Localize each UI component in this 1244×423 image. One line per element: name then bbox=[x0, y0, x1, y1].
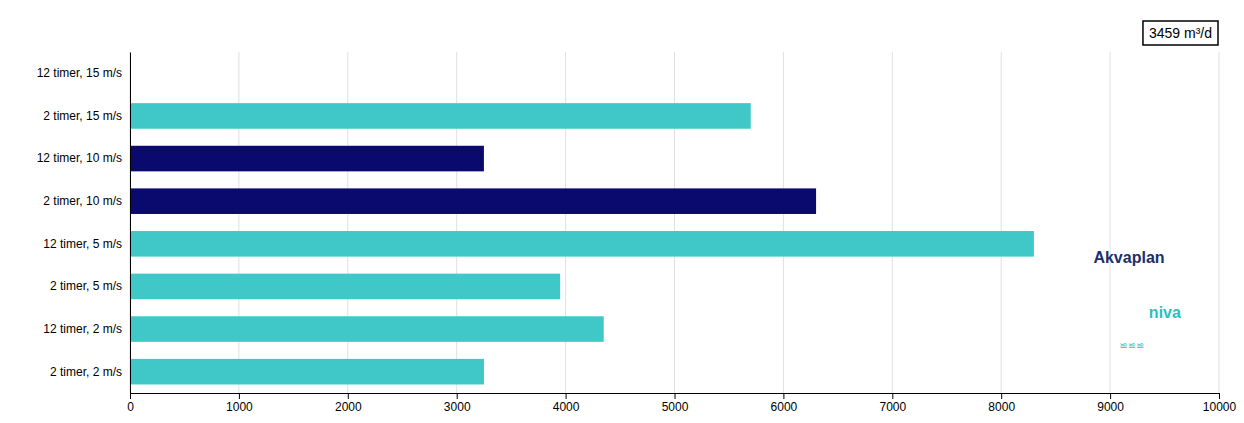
y-tick: 2 timer, 2 m/s bbox=[50, 365, 130, 379]
grid-line bbox=[130, 52, 131, 393]
grid-line bbox=[1110, 52, 1111, 393]
x-tick-label: 3000 bbox=[444, 400, 471, 414]
y-tick-label: 12 timer, 2 m/s bbox=[43, 322, 122, 336]
x-tick-mark bbox=[675, 393, 676, 399]
x-axis-line bbox=[131, 394, 1220, 400]
y-axis-line bbox=[130, 53, 131, 394]
y-axis: 12 timer, 15 m/s 2 timer, 15 m/s 12 timer,… bbox=[37, 53, 131, 394]
x-tick: 4000 bbox=[553, 393, 580, 414]
bar bbox=[130, 188, 816, 214]
x-tick-mark bbox=[1110, 393, 1111, 399]
x-axis: 0 1000 2000 3000 4000 5000 6000 7000 8000 9000 100… bbox=[127, 393, 1236, 414]
x-tick-label: 9000 bbox=[1097, 400, 1124, 414]
y-tick: 2 timer, 5 m/s bbox=[50, 279, 130, 293]
logo-text: ≌≌≌ bbox=[1119, 340, 1144, 351]
grid bbox=[130, 52, 1219, 393]
y-tick: 12 timer, 15 m/s bbox=[37, 66, 130, 80]
x-tick-mark bbox=[1001, 393, 1002, 399]
x-tick: 6000 bbox=[771, 393, 798, 414]
logo-text: niva bbox=[1149, 304, 1181, 321]
x-tick: 0 bbox=[127, 393, 134, 414]
y-tick: 2 timer, 15 m/s bbox=[43, 109, 130, 123]
reference-box: 3459 m³/d bbox=[1143, 21, 1218, 45]
x-tick: 2000 bbox=[335, 393, 362, 414]
x-tick: 3000 bbox=[444, 393, 471, 414]
x-tick-label: 1000 bbox=[226, 400, 253, 414]
bar bbox=[130, 231, 1034, 257]
x-tick-mark bbox=[348, 393, 349, 399]
bar bbox=[130, 103, 751, 129]
x-tick-label: 4000 bbox=[553, 400, 580, 414]
bar bbox=[130, 146, 484, 172]
x-tick-mark bbox=[130, 393, 131, 399]
y-tick: 12 timer, 2 m/s bbox=[43, 322, 130, 336]
y-tick-label: 2 timer, 5 m/s bbox=[50, 279, 122, 293]
bar bbox=[130, 274, 560, 300]
x-tick: 8000 bbox=[988, 393, 1015, 414]
y-tick-label: 2 timer, 15 m/s bbox=[43, 109, 122, 123]
x-tick-label: 5000 bbox=[662, 400, 689, 414]
y-tick-label: 2 timer, 10 m/s bbox=[43, 194, 122, 208]
bars bbox=[130, 103, 1034, 384]
x-tick-label: 7000 bbox=[879, 400, 906, 414]
x-tick-mark bbox=[783, 393, 784, 399]
x-tick-mark bbox=[1219, 393, 1220, 399]
reference-label: 3459 m³/d bbox=[1149, 25, 1212, 41]
y-tick-label: 2 timer, 2 m/s bbox=[50, 365, 122, 379]
x-tick: 1000 bbox=[226, 393, 253, 414]
x-tick-mark bbox=[892, 393, 893, 399]
y-tick-label: 12 timer, 5 m/s bbox=[43, 237, 122, 251]
x-tick: 10000 bbox=[1203, 393, 1237, 414]
x-tick-mark bbox=[566, 393, 567, 399]
x-tick-label: 10000 bbox=[1203, 400, 1237, 414]
grid-line bbox=[892, 52, 893, 393]
reference-frame bbox=[1143, 21, 1218, 45]
x-tick-label: 8000 bbox=[988, 400, 1015, 414]
x-tick: 9000 bbox=[1097, 393, 1124, 414]
grid-line bbox=[1219, 52, 1220, 393]
x-tick-label: 2000 bbox=[335, 400, 362, 414]
x-tick-mark bbox=[239, 393, 240, 399]
x-tick: 7000 bbox=[879, 393, 906, 414]
y-tick-label: 12 timer, 10 m/s bbox=[37, 151, 122, 165]
y-tick: 12 timer, 5 m/s bbox=[43, 237, 130, 251]
y-tick: 12 timer, 10 m/s bbox=[37, 151, 130, 165]
bar bbox=[130, 359, 484, 385]
y-tick-label: 12 timer, 15 m/s bbox=[37, 66, 122, 80]
chart: 0 1000 2000 3000 4000 5000 6000 7000 8000 9000 100… bbox=[0, 0, 1244, 423]
x-tick-label: 0 bbox=[127, 400, 134, 414]
grid-line bbox=[783, 52, 784, 393]
bar bbox=[130, 316, 604, 342]
logo-text: Akvaplan bbox=[1093, 249, 1164, 266]
x-tick-mark bbox=[457, 393, 458, 399]
grid-line bbox=[1001, 52, 1002, 393]
x-tick: 5000 bbox=[662, 393, 689, 414]
x-tick-label: 6000 bbox=[771, 400, 798, 414]
y-tick: 2 timer, 10 m/s bbox=[43, 194, 130, 208]
